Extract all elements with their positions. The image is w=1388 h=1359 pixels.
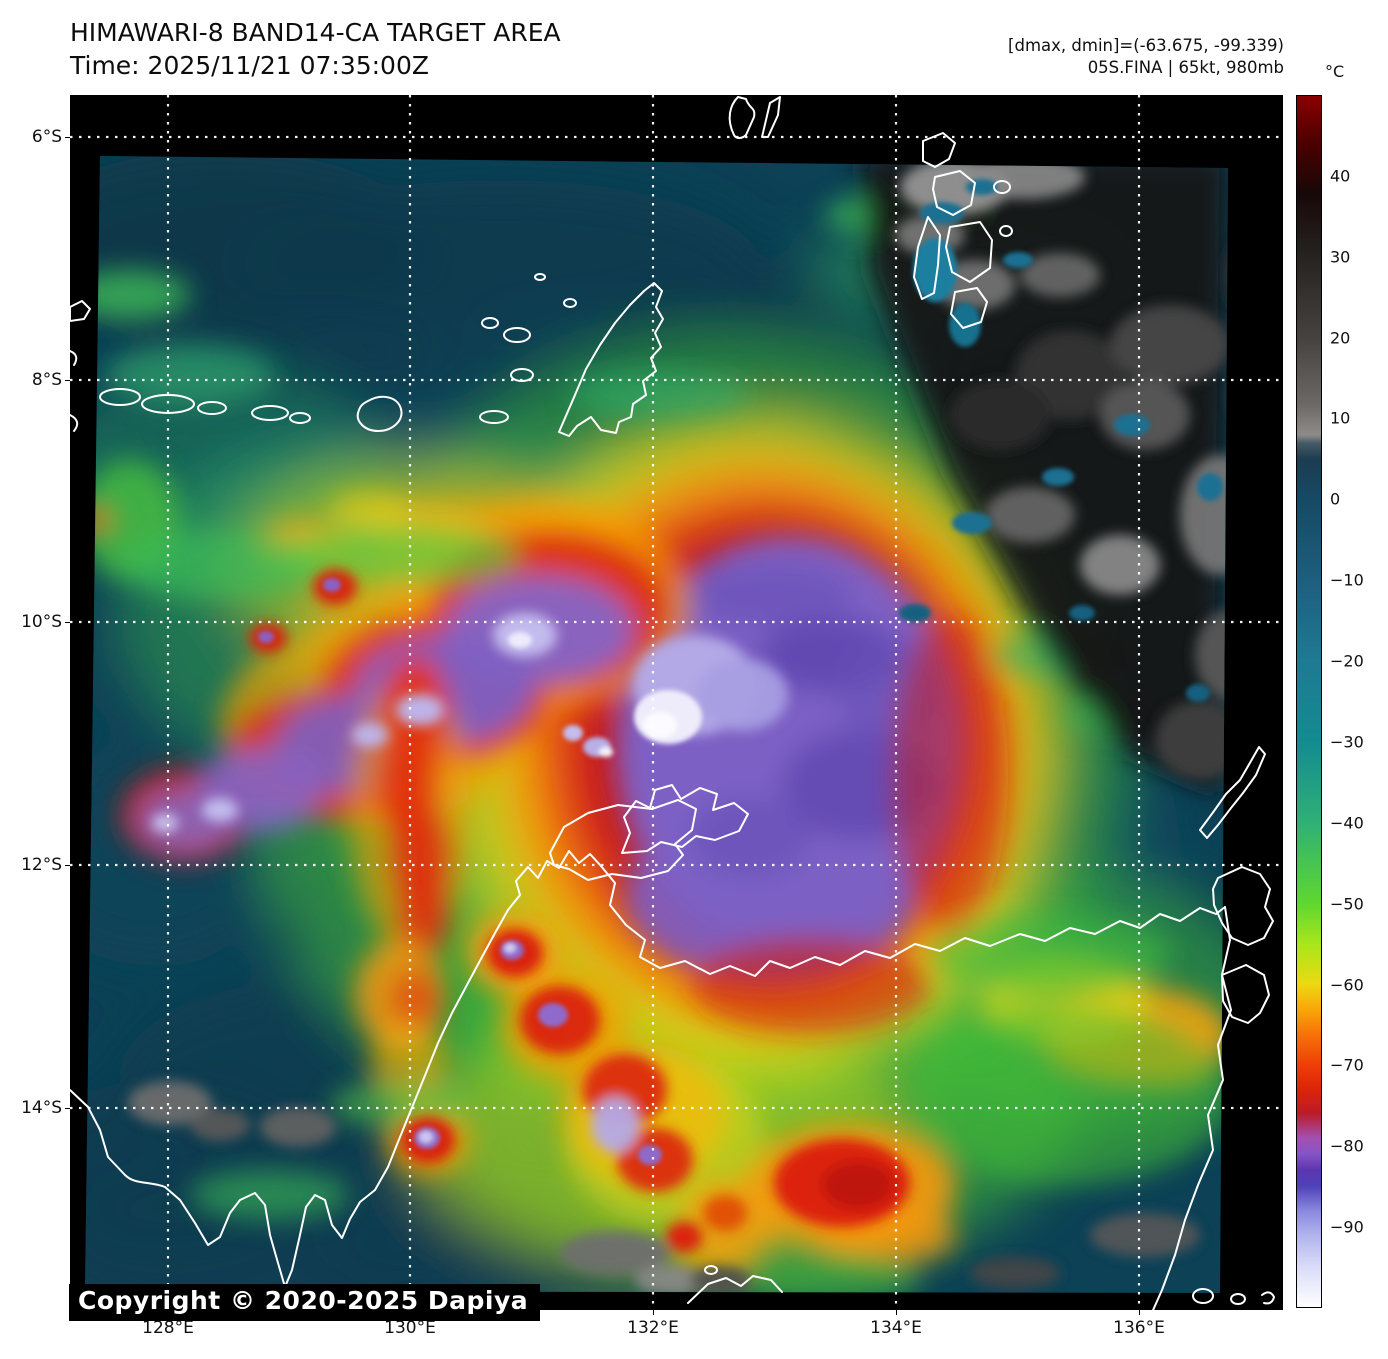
x-tick-mark [1139,1310,1140,1315]
x-tick-label: 132°E [627,1318,679,1338]
dmax-dmin-annotation: [dmax, dmin]=(-63.675, -99.339) [1008,36,1284,55]
colorbar-tick-label: 30 [1330,247,1351,267]
colorbar-tick-label: −60 [1330,975,1364,995]
x-tick-mark [653,1310,654,1315]
ir-cloud-field [85,156,1228,1293]
y-tick-mark [65,1108,70,1109]
y-tick-label: 14°S [21,1098,62,1118]
coastlines [70,96,1275,1310]
y-tick-mark [65,380,70,381]
colorbar-unit-label: °C [1325,62,1345,81]
y-tick-mark [65,622,70,623]
y-tick-label: 8°S [31,370,62,390]
y-tick-mark [65,137,70,138]
satellite-map[interactable] [70,95,1283,1310]
colorbar [1296,95,1322,1308]
colorbar-tick-label: −80 [1330,1136,1364,1156]
x-tick-label: 136°E [1113,1318,1165,1338]
y-tick-label: 6°S [31,127,62,147]
y-tick-label: 12°S [21,855,62,875]
page-title: HIMAWARI-8 BAND14-CA TARGET AREA [70,18,561,47]
colorbar-tick-label: 0 [1330,489,1341,509]
colorbar-tick-label: −40 [1330,813,1364,833]
colorbar-tick-label: −30 [1330,732,1364,752]
y-tick-mark [65,865,70,866]
colorbar-tick-label: −50 [1330,894,1364,914]
colorbar-tick-label: 10 [1330,408,1351,428]
x-tick-label: 130°E [384,1318,436,1338]
storm-info-annotation: 05S.FINA | 65kt, 980mb [1087,58,1284,77]
colorbar-tick-label: −20 [1330,651,1364,671]
colorbar-tick-label: −70 [1330,1055,1364,1075]
x-tick-label: 134°E [870,1318,922,1338]
colorbar-tick-label: −90 [1330,1217,1364,1237]
timestamp: Time: 2025/11/21 07:35:00Z [70,51,429,80]
colorbar-tick-label: 20 [1330,328,1351,348]
colorbar-tick-label: −10 [1330,570,1364,590]
colorbar-tick-label: 40 [1330,166,1351,186]
x-tick-label: 128°E [142,1318,194,1338]
ir-image [70,95,1283,1310]
x-tick-mark [896,1310,897,1315]
y-tick-label: 10°S [21,612,62,632]
copyright-badge: Copyright © 2020-2025 Dapiya [69,1284,541,1321]
